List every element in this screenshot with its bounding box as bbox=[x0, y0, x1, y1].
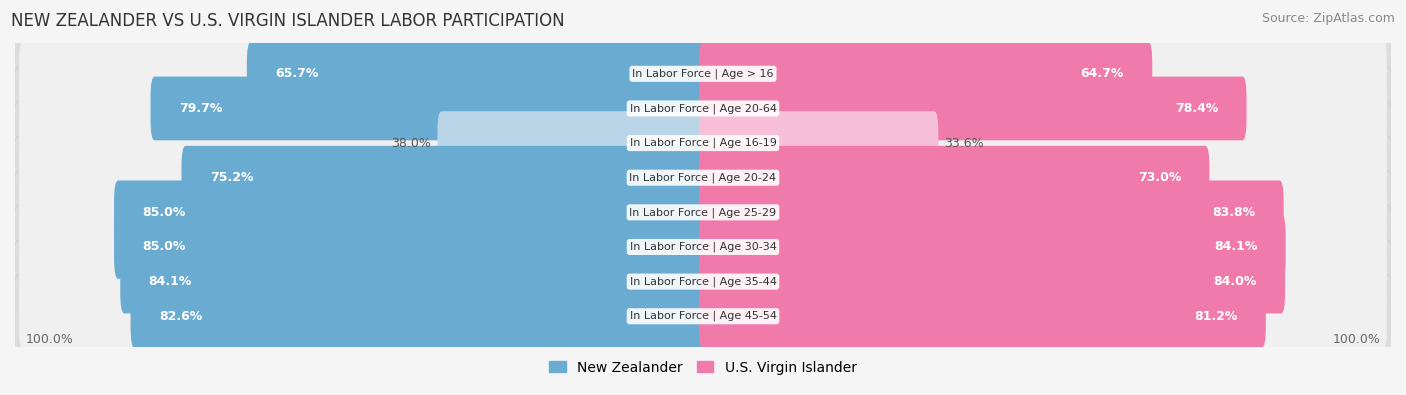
Text: 82.6%: 82.6% bbox=[159, 310, 202, 323]
FancyBboxPatch shape bbox=[114, 181, 707, 244]
FancyBboxPatch shape bbox=[13, 240, 1393, 323]
FancyBboxPatch shape bbox=[181, 146, 707, 210]
Text: 84.0%: 84.0% bbox=[1213, 275, 1257, 288]
FancyBboxPatch shape bbox=[13, 171, 1393, 254]
Text: 81.2%: 81.2% bbox=[1194, 310, 1237, 323]
FancyBboxPatch shape bbox=[699, 146, 1209, 210]
FancyBboxPatch shape bbox=[13, 275, 1393, 358]
FancyBboxPatch shape bbox=[437, 111, 707, 175]
Text: 85.0%: 85.0% bbox=[142, 206, 186, 219]
Text: In Labor Force | Age 20-24: In Labor Force | Age 20-24 bbox=[630, 173, 776, 183]
FancyBboxPatch shape bbox=[699, 250, 1285, 314]
FancyBboxPatch shape bbox=[131, 284, 707, 348]
FancyBboxPatch shape bbox=[247, 42, 707, 106]
Text: 33.6%: 33.6% bbox=[945, 137, 984, 150]
FancyBboxPatch shape bbox=[699, 42, 1153, 106]
FancyBboxPatch shape bbox=[20, 214, 1386, 280]
Text: 100.0%: 100.0% bbox=[1333, 333, 1381, 346]
Text: 84.1%: 84.1% bbox=[149, 275, 191, 288]
Text: In Labor Force | Age 20-64: In Labor Force | Age 20-64 bbox=[630, 103, 776, 114]
Text: 38.0%: 38.0% bbox=[391, 137, 432, 150]
FancyBboxPatch shape bbox=[699, 77, 1247, 140]
Text: In Labor Force | Age 35-44: In Labor Force | Age 35-44 bbox=[630, 276, 776, 287]
Text: 78.4%: 78.4% bbox=[1175, 102, 1219, 115]
FancyBboxPatch shape bbox=[20, 110, 1386, 176]
FancyBboxPatch shape bbox=[20, 248, 1386, 315]
FancyBboxPatch shape bbox=[13, 136, 1393, 219]
Text: 83.8%: 83.8% bbox=[1212, 206, 1256, 219]
Text: 100.0%: 100.0% bbox=[25, 333, 73, 346]
FancyBboxPatch shape bbox=[699, 111, 938, 175]
Text: 85.0%: 85.0% bbox=[142, 241, 186, 254]
Text: Source: ZipAtlas.com: Source: ZipAtlas.com bbox=[1261, 12, 1395, 25]
Text: NEW ZEALANDER VS U.S. VIRGIN ISLANDER LABOR PARTICIPATION: NEW ZEALANDER VS U.S. VIRGIN ISLANDER LA… bbox=[11, 12, 565, 30]
Text: In Labor Force | Age 16-19: In Labor Force | Age 16-19 bbox=[630, 138, 776, 149]
Text: 84.1%: 84.1% bbox=[1215, 241, 1257, 254]
Text: In Labor Force | Age 30-34: In Labor Force | Age 30-34 bbox=[630, 242, 776, 252]
Legend: New Zealander, U.S. Virgin Islander: New Zealander, U.S. Virgin Islander bbox=[544, 355, 862, 380]
FancyBboxPatch shape bbox=[13, 32, 1393, 115]
FancyBboxPatch shape bbox=[150, 77, 707, 140]
Text: In Labor Force | Age 45-54: In Labor Force | Age 45-54 bbox=[630, 311, 776, 322]
Text: 79.7%: 79.7% bbox=[179, 102, 222, 115]
FancyBboxPatch shape bbox=[13, 67, 1393, 150]
FancyBboxPatch shape bbox=[20, 41, 1386, 107]
Text: 75.2%: 75.2% bbox=[209, 171, 253, 184]
Text: In Labor Force | Age > 16: In Labor Force | Age > 16 bbox=[633, 69, 773, 79]
FancyBboxPatch shape bbox=[13, 102, 1393, 184]
FancyBboxPatch shape bbox=[20, 145, 1386, 211]
FancyBboxPatch shape bbox=[20, 283, 1386, 350]
FancyBboxPatch shape bbox=[20, 179, 1386, 246]
Text: 64.7%: 64.7% bbox=[1081, 67, 1123, 80]
FancyBboxPatch shape bbox=[114, 215, 707, 279]
FancyBboxPatch shape bbox=[699, 215, 1285, 279]
Text: 73.0%: 73.0% bbox=[1137, 171, 1181, 184]
FancyBboxPatch shape bbox=[20, 75, 1386, 142]
Text: In Labor Force | Age 25-29: In Labor Force | Age 25-29 bbox=[630, 207, 776, 218]
FancyBboxPatch shape bbox=[699, 284, 1265, 348]
Text: 65.7%: 65.7% bbox=[276, 67, 318, 80]
FancyBboxPatch shape bbox=[13, 205, 1393, 288]
FancyBboxPatch shape bbox=[699, 181, 1284, 244]
FancyBboxPatch shape bbox=[121, 250, 707, 314]
